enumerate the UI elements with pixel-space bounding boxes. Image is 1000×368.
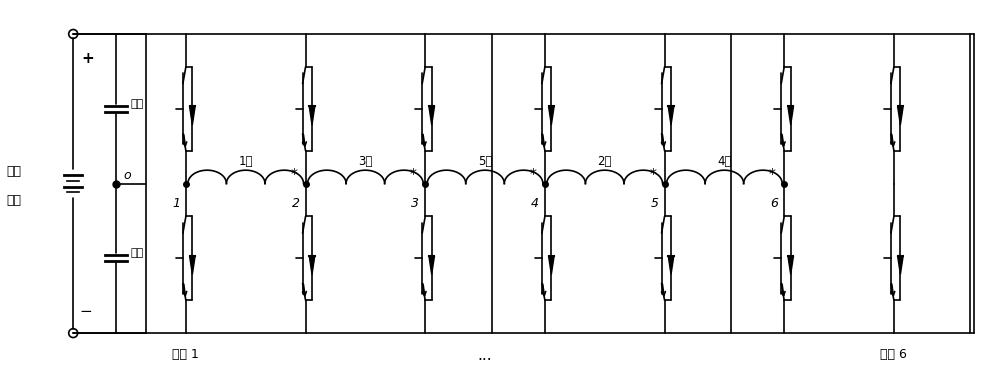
Text: 1: 1 (172, 197, 180, 210)
Text: *: * (410, 167, 417, 181)
Text: 5相: 5相 (478, 155, 492, 168)
Polygon shape (898, 256, 903, 275)
Text: 电容: 电容 (130, 99, 143, 109)
Text: 2: 2 (292, 197, 300, 210)
Text: 6: 6 (770, 197, 778, 210)
Polygon shape (668, 106, 674, 125)
Polygon shape (429, 106, 434, 125)
Polygon shape (309, 256, 315, 275)
Polygon shape (190, 106, 195, 125)
Polygon shape (309, 106, 315, 125)
Text: 3相: 3相 (358, 155, 373, 168)
Polygon shape (788, 256, 793, 275)
Polygon shape (668, 256, 674, 275)
Text: *: * (529, 167, 536, 181)
Text: 电压: 电压 (6, 194, 21, 207)
Text: +: + (81, 51, 94, 66)
Polygon shape (549, 106, 554, 125)
Text: 5: 5 (651, 197, 659, 210)
Text: o: o (123, 169, 131, 181)
Polygon shape (190, 256, 195, 275)
Polygon shape (788, 106, 793, 125)
Polygon shape (549, 256, 554, 275)
Text: 电容: 电容 (130, 248, 143, 258)
Text: *: * (769, 167, 776, 181)
Text: 直流: 直流 (6, 165, 21, 178)
Text: 3: 3 (411, 197, 419, 210)
Text: *: * (649, 167, 656, 181)
Text: 桥臂 1: 桥臂 1 (172, 348, 199, 361)
Polygon shape (898, 106, 903, 125)
Text: 桥臂 6: 桥臂 6 (880, 348, 907, 361)
Text: 4: 4 (531, 197, 539, 210)
Text: *: * (290, 167, 297, 181)
Text: 2相: 2相 (597, 155, 612, 168)
Text: ...: ... (478, 348, 492, 363)
Text: −: − (79, 304, 92, 319)
Text: 1相: 1相 (238, 155, 253, 168)
Polygon shape (429, 256, 434, 275)
Text: 4相: 4相 (717, 155, 732, 168)
